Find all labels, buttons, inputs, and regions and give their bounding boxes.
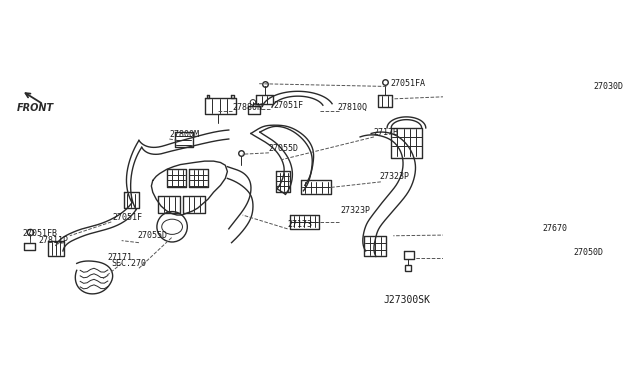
Text: 27880N: 27880N (232, 103, 262, 112)
Text: 27051FA: 27051FA (390, 79, 426, 88)
Text: 27051F: 27051F (274, 101, 304, 110)
Text: 27051FB: 27051FB (23, 229, 58, 238)
Text: J27300SK: J27300SK (383, 295, 431, 305)
Text: 27051F: 27051F (113, 213, 143, 222)
Text: 27171: 27171 (108, 253, 133, 262)
Text: 27810Q: 27810Q (337, 103, 367, 112)
Text: 27030D: 27030D (594, 82, 624, 91)
Text: SEC.270: SEC.270 (111, 259, 147, 268)
Text: 27811P: 27811P (38, 236, 68, 245)
Text: 27800M: 27800M (170, 130, 199, 140)
Text: 27050D: 27050D (573, 248, 603, 257)
Text: 27055D: 27055D (269, 144, 299, 153)
Text: FRONT: FRONT (17, 103, 54, 113)
Text: 27055D: 27055D (138, 231, 168, 240)
Text: 2717B: 2717B (374, 128, 399, 137)
Text: 27323P: 27323P (340, 206, 371, 215)
Text: 27173: 27173 (287, 220, 312, 229)
Text: 27323P: 27323P (380, 172, 410, 181)
Text: 27670: 27670 (543, 224, 568, 233)
